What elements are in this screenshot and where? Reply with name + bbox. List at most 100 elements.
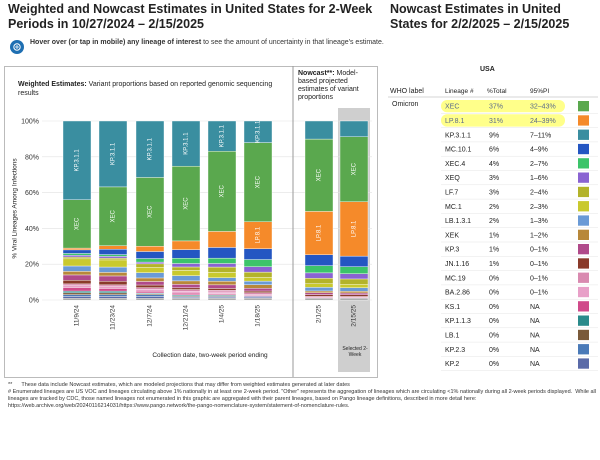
table-cell: LB.1 [445,332,460,339]
table-cell: 2–4% [530,189,548,196]
bar-segment[interactable] [243,221,273,249]
lineage-swatch[interactable] [578,143,589,155]
bar-segment[interactable] [207,151,237,232]
bar-segment[interactable] [339,201,369,257]
bar-segment[interactable] [135,120,165,178]
bar-label: XEC [352,162,358,175]
table-cell: 1–2% [530,232,548,239]
hover-hint-rest: to see the amount of uncertainty in that… [201,39,384,46]
bar-segment[interactable] [243,120,273,143]
bar-segment[interactable] [171,165,201,242]
table-cell: 0% [489,304,499,311]
hover-hint-text: Hover over (or tap in mobile) any lineag… [30,39,384,46]
lineage-swatch[interactable] [578,201,589,212]
table-cell: KP.2 [445,361,459,368]
bar-segment[interactable] [62,199,92,249]
bar-segment[interactable] [171,120,201,167]
nowcast-table-title: Nowcast Estimates in United States for 2… [390,2,570,31]
bar-label: XEC [111,209,117,222]
lineage-header: Lineage # [445,88,474,95]
table-cell: 4–9% [530,147,548,154]
lineage-swatch[interactable] [578,186,589,198]
table-cell: 3% [489,189,499,196]
chart-title: Weighted and Nowcast Estimates in United… [8,2,373,31]
x-tick-label: 1/4/25 [219,305,226,323]
selected-period-label: Selected 2-Week [342,346,368,358]
table-cell: 37% [489,104,503,111]
bar-label: KP.3.1.1 [148,137,154,160]
bar-segment[interactable] [304,120,334,140]
table-cell: KP.3 [445,247,459,254]
lineage-swatch[interactable] [578,158,589,169]
lineage-swatch[interactable] [578,115,589,126]
table-cell: KP.2.3 [445,347,465,354]
bar-segment[interactable] [339,136,369,202]
x-axis-label: Collection date, two-week period ending [152,352,268,359]
weighted-label: Weighted Estimates: Variant proportions … [18,80,278,98]
bar-label: LP.8.1 [317,224,323,241]
lineage-swatch[interactable] [578,229,589,240]
table-cell: 7–11% [530,132,551,139]
lineage-swatch[interactable] [578,329,589,341]
bar-segment[interactable] [304,211,334,255]
table-cell: XEK [445,232,459,239]
lineage-swatch[interactable] [578,101,589,112]
y-tick-label: 60% [25,190,39,197]
table-cell: 0–1% [530,290,548,297]
bar-segment[interactable] [243,142,273,222]
bar-label: KP.3.1.1 [111,142,117,165]
lineage-swatch[interactable] [578,172,589,183]
lineage-swatch[interactable] [578,129,589,140]
table-cell: 0% [489,290,499,297]
y-tick-label: 80% [25,154,39,161]
lineage-swatch[interactable] [578,301,589,312]
x-tick-label: 12/7/24 [147,305,154,327]
table-cell: NA [530,304,540,311]
weighted-label-bold: Weighted Estimates: [18,81,87,88]
lineage-swatch[interactable] [578,344,589,355]
table-cell: MC.10.1 [445,147,472,154]
lineage-swatch[interactable] [578,286,589,298]
table-cell: LB.1.3.1 [445,218,471,225]
bar-label: KP.3.1.1 [75,149,81,172]
x-tick-label: 11/23/24 [110,305,117,330]
table-cell: 9% [489,132,499,139]
y-tick-label: 20% [25,262,39,269]
table-cell: 0% [489,347,499,354]
bar-segment[interactable] [304,138,334,212]
bar-segment[interactable] [62,120,92,200]
bar-segment[interactable] [98,186,128,246]
lineage-swatch[interactable] [578,358,589,369]
bar-label: XEC [317,168,323,181]
table-cell: 1% [489,247,499,254]
bar-label: XEC [220,185,226,198]
table-cell: XEC.4 [445,161,465,168]
lineage-swatch[interactable] [578,315,589,326]
footnote: ** These data include Nowcast estimates,… [8,382,597,409]
table-cell: 31% [489,118,503,125]
table-cell: XEQ [445,175,460,182]
bar-label: XEC [184,197,190,210]
lineage-swatch[interactable] [578,215,589,226]
lineage-swatch[interactable] [578,272,589,283]
table-cell: 2–3% [530,204,548,211]
table-cell: NA [530,332,540,339]
x-tick-label: 11/9/24 [74,305,81,327]
bar-label: LP.8.1 [256,226,262,243]
table-cell: 1–3% [530,218,548,225]
bar-segment[interactable] [98,120,128,188]
bar-segment[interactable] [339,120,369,137]
bar-label: XEC [148,205,154,218]
table-cell: 2–7% [530,161,548,168]
table-cell: BA.2.86 [445,290,470,297]
lineage-swatch[interactable] [578,258,589,269]
bar-label: XEC [75,217,81,230]
table-cell: KP.1.1.3 [445,318,471,325]
lineage-swatch[interactable] [578,244,589,255]
bar-segment[interactable] [207,120,237,152]
x-tick-label: 12/21/24 [183,305,190,331]
pi-header: 95%PI [530,88,550,95]
table-cell: 2% [489,218,499,225]
